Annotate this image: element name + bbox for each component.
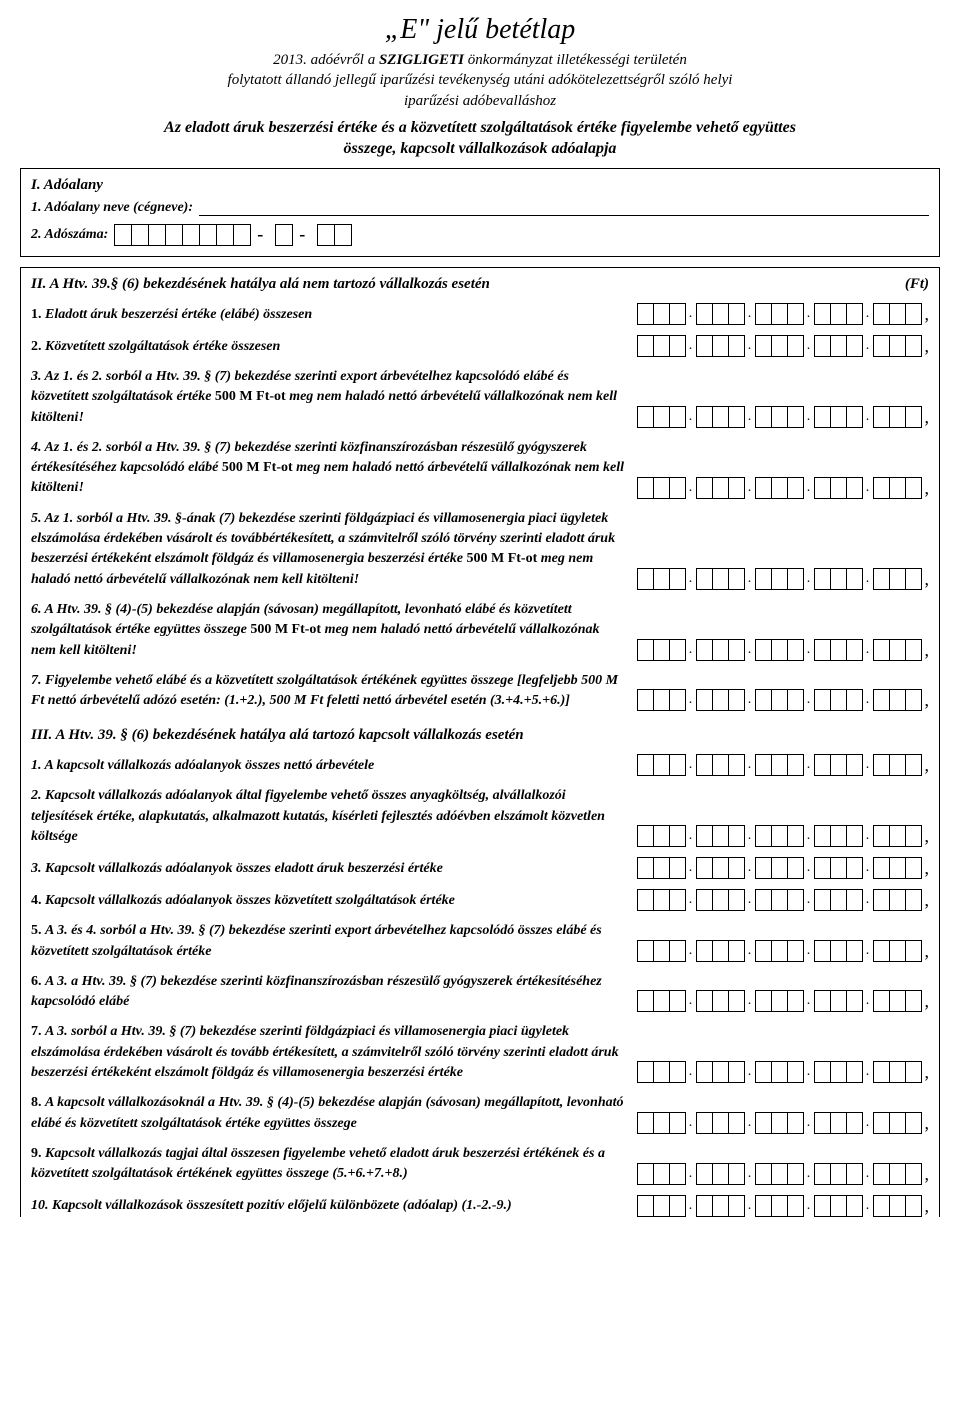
sec3-row-6-amount[interactable]: ...., [637,990,930,1012]
sec3-row-7-label: 7. A 3. sorból a Htv. 39. § (7) bekezdés… [31,1022,625,1083]
sec2-row-5-amount[interactable]: ...., [637,568,930,590]
taxid-input-group1[interactable] [114,224,251,246]
taxpayer-name-input[interactable] [199,202,929,216]
sec3-row-4-label: 4. Kapcsolt vállalkozás adóalanyok össze… [31,891,625,911]
sec3-row-8-label: 8. A kapcsolt vállalkozásoknál a Htv. 39… [31,1093,625,1134]
sec2-row-5-label: 5. Az 1. sorból a Htv. 39. §-ának (7) be… [31,509,625,590]
sec2-row-3: 3. Az 1. és 2. sorból a Htv. 39. § (7) b… [31,367,929,428]
sec3-row-10: 10. Kapcsolt vállalkozások összesített p… [31,1195,929,1217]
sec2-row-3-amount[interactable]: ...., [637,406,930,428]
sec3-row-2: 2. Kapcsolt vállalkozás adóalanyok által… [31,786,929,847]
sec3-row-8: 8. A kapcsolt vállalkozásoknál a Htv. 39… [31,1093,929,1134]
header-summary: Az eladott áruk beszerzési értéke és a k… [20,117,940,160]
page-title: „E" jelű betétlap [20,14,940,46]
sec3-row-5: 5. A 3. és 4. sorból a Htv. 39. § (7) be… [31,921,929,962]
sec3-row-1-amount[interactable]: ...., [637,754,930,776]
sec2-row-3-label: 3. Az 1. és 2. sorból a Htv. 39. § (7) b… [31,367,625,428]
sec2-row-7-label: 7. Figyelembe vehető elábé és a közvetít… [31,671,625,712]
dash-icon: - [299,224,305,245]
sec2-row-4: 4. Az 1. és 2. sorból a Htv. 39. § (7) b… [31,438,929,499]
sec2-row-1-label: 1. Eladott áruk beszerzési értéke (elábé… [31,305,625,325]
sec3-row-5-label: 5. A 3. és 4. sorból a Htv. 39. § (7) be… [31,921,625,962]
sec3-row-2-amount[interactable]: ...., [637,825,930,847]
taxid-label: 2. Adószáma: [31,227,108,243]
sec2-row-7: 7. Figyelembe vehető elábé és a közvetít… [31,671,929,712]
sec3-row-9-label: 9. Kapcsolt vállalkozás tagjai által öss… [31,1144,625,1185]
taxid-input-group2[interactable] [275,224,293,246]
sec3-row-7: 7. A 3. sorból a Htv. 39. § (7) bekezdés… [31,1022,929,1083]
sec3-row-1: 1. A kapcsolt vállalkozás adóalanyok öss… [31,754,929,776]
sec3-row-3-amount[interactable]: ...., [637,857,930,879]
sec3-row-9-amount[interactable]: ...., [637,1163,930,1185]
dash-icon: - [257,224,263,245]
sec2-row-1-amount[interactable]: ...., [637,303,930,325]
sec2-row-7-amount[interactable]: ...., [637,689,930,711]
sec3-row-4: 4. Kapcsolt vállalkozás adóalanyok össze… [31,889,929,911]
unit-label: (Ft) [905,276,929,293]
section-3-heading: III. A Htv. 39. § (6) bekezdésének hatál… [31,727,929,744]
sec2-row-2-label: 2. Közvetített szolgáltatások értéke öss… [31,337,625,357]
page-subtitle: 2013. adóévről a SZIGLIGETI önkormányzat… [20,50,940,111]
sec2-row-6-label: 6. A Htv. 39. § (4)-(5) bekezdése alapjá… [31,600,625,661]
sec3-row-7-amount[interactable]: ...., [637,1061,930,1083]
sec2-row-1: 1. Eladott áruk beszerzési értéke (elábé… [31,303,929,325]
section-1-heading: I. Adóalany [31,177,929,194]
sec2-row-5: 5. Az 1. sorból a Htv. 39. §-ának (7) be… [31,509,929,590]
sec3-row-8-amount[interactable]: ...., [637,1112,930,1134]
sec2-row-2: 2. Közvetített szolgáltatások értéke öss… [31,335,929,357]
sec3-row-10-amount[interactable]: ...., [637,1195,930,1217]
sec2-row-2-amount[interactable]: ...., [637,335,930,357]
sec3-row-6-label: 6. A 3. a Htv. 39. § (7) bekezdése szeri… [31,972,625,1013]
sec3-row-4-amount[interactable]: ...., [637,889,930,911]
taxpayer-name-row: 1. Adóalany neve (cégneve): [31,200,929,216]
section-1: I. Adóalany 1. Adóalany neve (cégneve): … [20,168,940,257]
sec2-row-6-amount[interactable]: ...., [637,639,930,661]
sec2-row-4-amount[interactable]: ...., [637,477,930,499]
section-2-heading: II. A Htv. 39.§ (6) bekezdésének hatálya… [31,276,490,293]
sec3-row-1-label: 1. A kapcsolt vállalkozás adóalanyok öss… [31,756,625,776]
sec2-row-4-label: 4. Az 1. és 2. sorból a Htv. 39. § (7) b… [31,438,625,499]
section-2: II. A Htv. 39.§ (6) bekezdésének hatálya… [20,267,940,1217]
sec3-row-6: 6. A 3. a Htv. 39. § (7) bekezdése szeri… [31,972,929,1013]
sec3-row-3-label: 3. Kapcsolt vállalkozás adóalanyok össze… [31,859,625,879]
sec3-row-5-amount[interactable]: ...., [637,940,930,962]
sec3-row-3: 3. Kapcsolt vállalkozás adóalanyok össze… [31,857,929,879]
taxid-row: 2. Adószáma: - - [31,224,929,246]
taxid-input-group3[interactable] [317,224,352,246]
sec3-row-9: 9. Kapcsolt vállalkozás tagjai által öss… [31,1144,929,1185]
sec3-row-10-label: 10. Kapcsolt vállalkozások összesített p… [31,1196,625,1216]
sec3-row-2-label: 2. Kapcsolt vállalkozás adóalanyok által… [31,786,625,847]
taxpayer-name-label: 1. Adóalany neve (cégneve): [31,200,193,216]
sec2-row-6: 6. A Htv. 39. § (4)-(5) bekezdése alapjá… [31,600,929,661]
